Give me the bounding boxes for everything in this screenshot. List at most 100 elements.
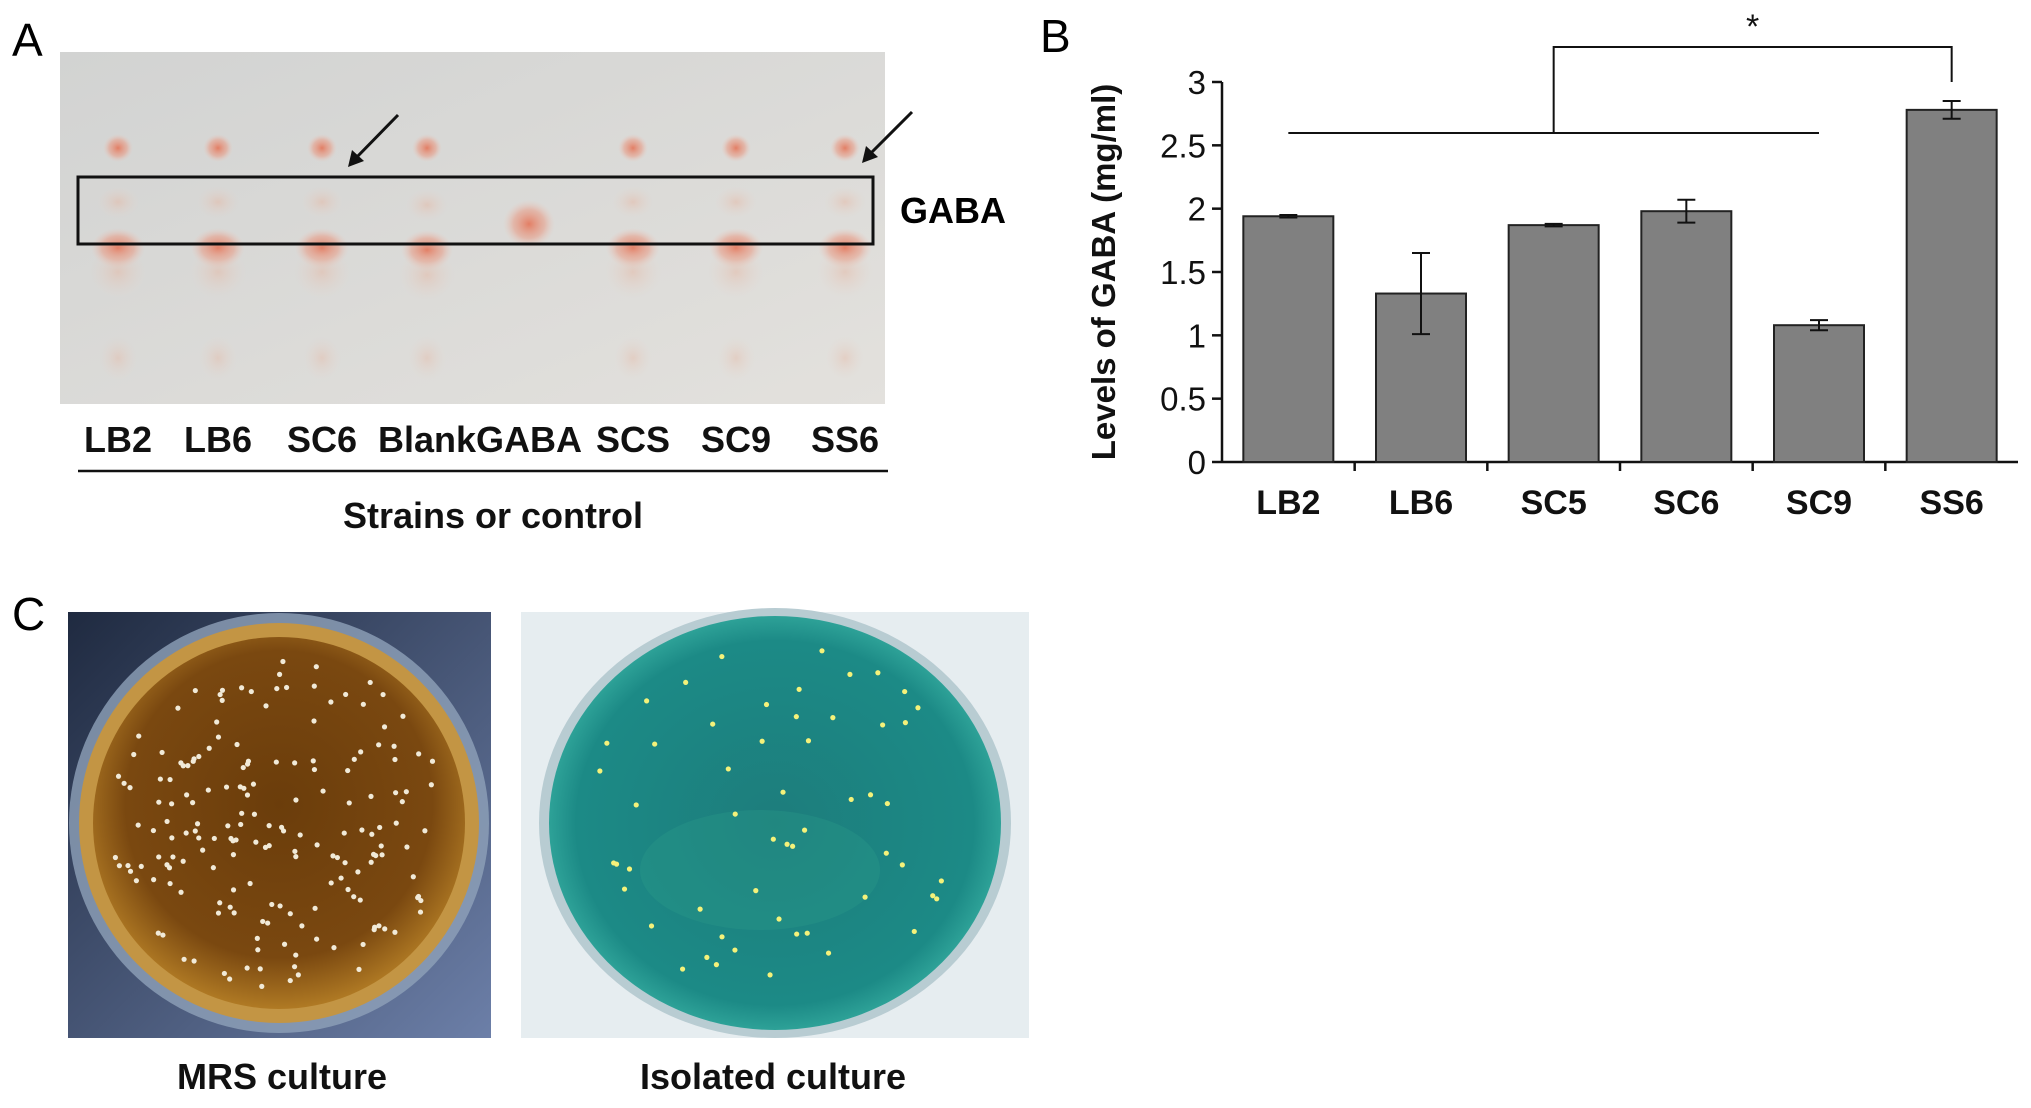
x-tick-label: SS6 — [1920, 484, 1984, 522]
colony-dot — [190, 800, 196, 806]
colony-dot — [392, 756, 398, 763]
colony-dot — [357, 897, 363, 903]
colony-dot — [776, 916, 782, 922]
x-tick-label: SC6 — [1653, 484, 1719, 522]
y-axis-label: Levels of GABA (mg/ml) — [1085, 84, 1122, 461]
tlc-spot — [612, 186, 654, 218]
colony-dot — [219, 697, 225, 704]
y-tick-label: 3 — [1188, 64, 1206, 101]
colony-dot — [683, 679, 689, 686]
colony-dot — [283, 684, 290, 691]
colony-dot — [292, 760, 298, 766]
colony-dot — [230, 852, 237, 858]
colony-dot — [358, 749, 364, 755]
colony-dot — [351, 894, 357, 900]
tlc-spot — [830, 134, 860, 162]
colony-dot — [376, 923, 382, 929]
colony-dot — [225, 823, 231, 829]
colony-dot — [819, 648, 825, 654]
colony-dot — [237, 784, 243, 790]
colony-dot — [428, 782, 434, 788]
colony-dot — [133, 878, 139, 884]
colony-dot — [295, 972, 301, 978]
tlc-spot — [715, 186, 757, 218]
colony-dot — [170, 854, 176, 860]
colony-dot — [713, 962, 720, 968]
colony-dot — [370, 851, 377, 857]
colony-dot — [429, 758, 436, 764]
bar — [1773, 324, 1865, 464]
colony-dot — [190, 758, 196, 764]
colony-dot — [338, 875, 344, 881]
colony-dot — [732, 811, 738, 817]
lane-label: SS6 — [811, 419, 879, 460]
colony-dot — [244, 792, 251, 798]
colony-dot — [759, 738, 765, 744]
colony-dot — [276, 671, 283, 677]
colony-dot — [780, 789, 786, 795]
colony-dot — [269, 901, 275, 908]
colony-dot — [127, 868, 134, 874]
arrow-icon — [862, 110, 914, 163]
colony-dot — [245, 758, 252, 764]
panel-c-letter: C — [12, 588, 45, 640]
lane-label: SC6 — [287, 419, 357, 460]
colony-dot — [175, 705, 181, 711]
colony-dot — [263, 703, 269, 709]
colony-dot — [899, 862, 905, 868]
colony-dot — [391, 743, 397, 749]
colony-dot — [417, 909, 424, 915]
colony-dot — [862, 894, 868, 900]
colony-dot — [679, 966, 686, 972]
colony-dot — [287, 977, 293, 984]
bar — [1640, 210, 1733, 463]
colony-dot — [292, 848, 298, 854]
colony-dot — [342, 860, 348, 866]
bar — [1242, 215, 1335, 463]
colony-dot — [191, 958, 197, 964]
colony-dot — [248, 688, 254, 695]
colony-dot — [334, 854, 340, 861]
colony-dot — [376, 742, 382, 748]
colony-dot — [192, 828, 198, 834]
colony-dot — [247, 880, 253, 887]
colony-dot — [393, 820, 399, 826]
colony-dot — [314, 842, 320, 848]
colony-dot — [311, 766, 318, 773]
colony-dot — [121, 780, 127, 786]
colony-dot — [621, 886, 628, 892]
colony-dot — [135, 822, 141, 828]
colony-dot — [257, 966, 263, 972]
colony-dot — [194, 821, 201, 827]
colony-dot — [381, 724, 388, 730]
colony-dot — [250, 781, 257, 787]
colony-dot — [403, 789, 409, 795]
y-tick-label: 2.5 — [1160, 127, 1206, 164]
tlc-spots — [90, 134, 873, 380]
colony-dot — [136, 733, 142, 739]
isolated-colonies — [597, 648, 944, 978]
tlc-spot — [824, 186, 866, 218]
colony-dot — [291, 964, 298, 970]
colony-dot — [277, 903, 283, 909]
gaba-box-label: GABA — [900, 190, 1006, 231]
colony-dot — [293, 952, 299, 958]
colony-dot — [116, 863, 122, 869]
colony-dot — [314, 936, 320, 942]
colony-dot — [231, 910, 237, 916]
tlc-plate — [60, 52, 914, 404]
mrs-culture-caption: MRS culture — [177, 1056, 387, 1097]
colony-dot — [847, 671, 853, 677]
colony-dot — [313, 664, 319, 670]
colony-dot — [848, 796, 854, 803]
colony-dot — [293, 797, 299, 803]
colony-dot — [875, 670, 881, 676]
colony-dot — [883, 850, 889, 856]
colony-dot — [155, 930, 161, 936]
colony-dot — [254, 935, 260, 941]
colony-dot — [262, 844, 269, 850]
colony-dot — [404, 844, 410, 850]
tlc-spot — [717, 336, 755, 380]
colony-dot — [320, 788, 326, 794]
